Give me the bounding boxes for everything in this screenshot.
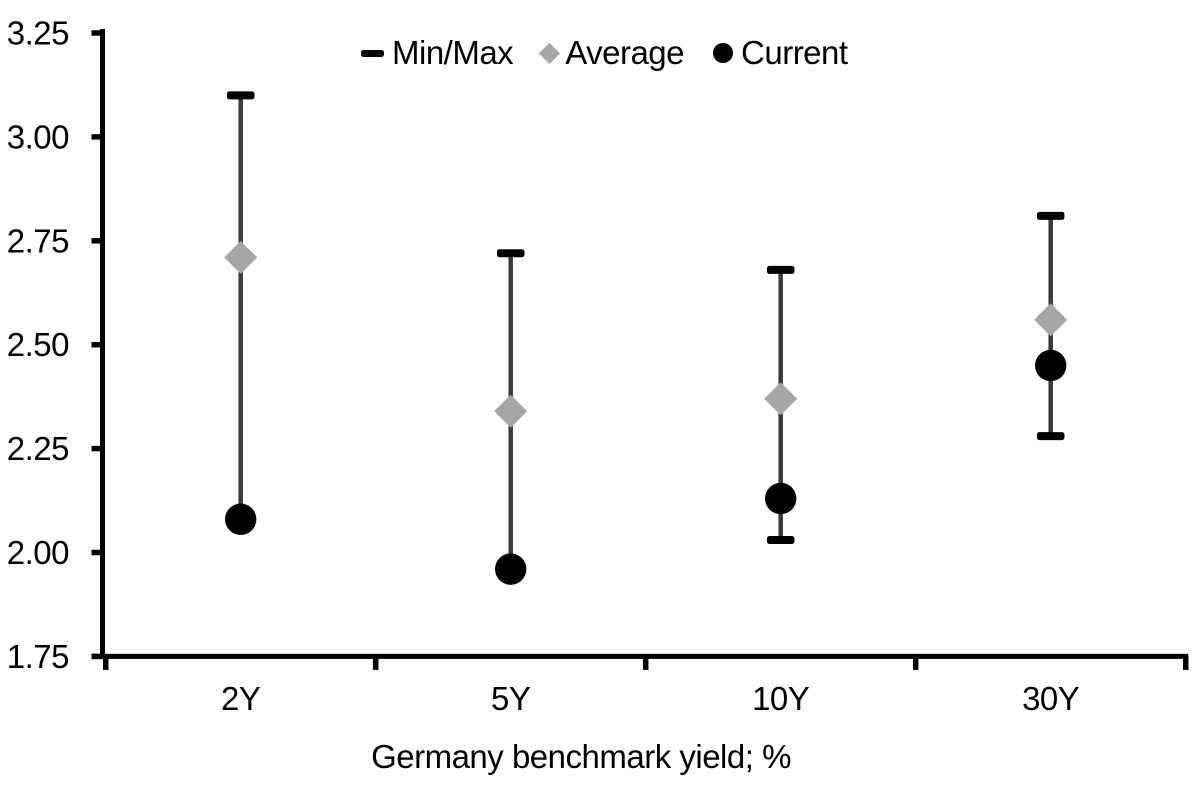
x-axis-title: Germany benchmark yield; % <box>371 738 791 775</box>
current-marker-2Y <box>225 503 257 535</box>
average-diamond-icon <box>539 42 561 64</box>
legend-label-current: Current <box>741 34 848 71</box>
current-marker-30Y <box>1035 349 1067 382</box>
max-cap-5Y <box>496 249 525 258</box>
min-cap-30Y <box>1036 432 1065 441</box>
chart-legend: Min/Max Average Current <box>361 32 848 74</box>
legend-label-minmax: Min/Max <box>392 34 514 71</box>
legend-item-current: Current <box>713 34 848 72</box>
max-cap-2Y <box>226 91 255 100</box>
category-label-5Y: 5Y <box>491 680 531 717</box>
minmax-dash-icon <box>361 49 384 57</box>
max-cap-30Y <box>1036 211 1065 220</box>
average-marker-10Y <box>764 382 798 416</box>
category-label-30Y: 30Y <box>1022 680 1080 717</box>
min-cap-10Y <box>766 536 795 545</box>
legend-item-average: Average <box>539 34 685 72</box>
y-tick-label-3.25: 3.25 <box>7 15 69 52</box>
y-tick-label-2.25: 2.25 <box>7 430 69 467</box>
category-label-2Y: 2Y <box>221 680 261 717</box>
average-marker-30Y <box>1034 303 1068 337</box>
y-tick-label-2.50: 2.50 <box>7 326 69 363</box>
max-cap-10Y <box>766 265 795 274</box>
current-circle-icon <box>713 43 734 63</box>
average-marker-5Y <box>494 394 528 428</box>
y-tick-label-1.75: 1.75 <box>7 638 69 675</box>
current-marker-10Y <box>765 482 797 515</box>
legend-label-average: Average <box>565 34 685 71</box>
legend-item-minmax: Min/Max <box>361 34 514 72</box>
current-marker-5Y <box>495 553 527 585</box>
average-marker-2Y <box>224 240 258 274</box>
y-tick-label-2.00: 2.00 <box>7 534 69 571</box>
y-tick-label-2.75: 2.75 <box>7 222 69 259</box>
category-label-10Y: 10Y <box>752 680 810 717</box>
y-tick-label-3.00: 3.00 <box>7 118 69 155</box>
